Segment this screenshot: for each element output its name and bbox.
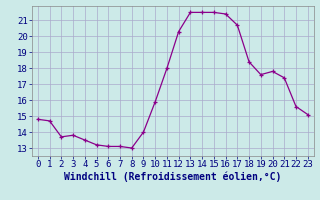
X-axis label: Windchill (Refroidissement éolien,°C): Windchill (Refroidissement éolien,°C) xyxy=(64,172,282,182)
